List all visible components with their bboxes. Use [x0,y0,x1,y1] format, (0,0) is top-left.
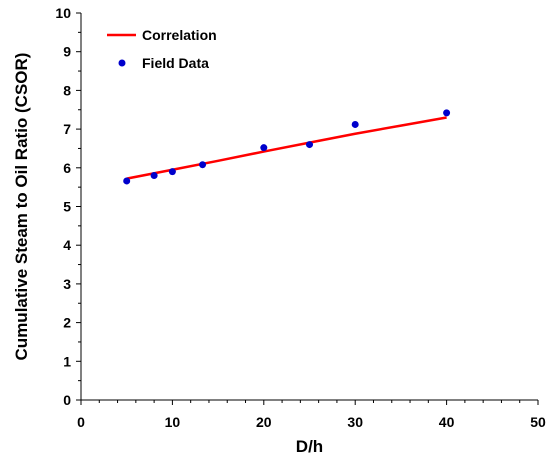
legend-label-correlation: Correlation [142,27,217,43]
field-data-point [443,109,451,117]
x-tick-label: 40 [439,414,455,430]
field-data-point [150,172,158,180]
y-tick-label: 7 [63,121,71,137]
plot-series [123,109,451,185]
y-tick-label: 4 [63,237,71,253]
x-tick-label: 20 [256,414,272,430]
y-tick-label: 9 [63,44,71,60]
field-data-point [306,141,313,149]
field-data-point [260,144,268,152]
legend-point-swatch [118,59,126,67]
x-axis-ticks: 0 10 20 30 40 50 [77,400,546,430]
y-tick-label: 2 [63,315,71,331]
y-tick-label: 3 [63,276,71,292]
y-tick-label: 6 [63,160,71,176]
y-axis-ticks: 0 1 2 3 4 5 6 7 8 9 10 [55,5,81,408]
x-tick-label: 0 [77,414,85,430]
y-axis-title: Cumulative Steam to Oil Ratio (CSOR) [12,53,31,361]
y-tick-label: 1 [63,353,71,369]
field-data-point [168,168,176,176]
x-tick-label: 50 [530,414,546,430]
x-tick-label: 10 [165,414,181,430]
y-tick-label: 8 [63,82,71,98]
correlation-line [126,116,447,180]
y-tick-label: 0 [63,392,71,408]
y-tick-label: 5 [63,199,71,215]
field-data-point [123,177,131,185]
field-data-point [351,120,359,128]
y-tick-label: 10 [55,5,71,21]
x-axis-title: D/h [296,437,323,456]
legend: Correlation Field Data [107,27,217,71]
legend-label-field-data: Field Data [142,55,209,71]
x-tick-label: 30 [347,414,363,430]
field-data-point [199,161,207,169]
